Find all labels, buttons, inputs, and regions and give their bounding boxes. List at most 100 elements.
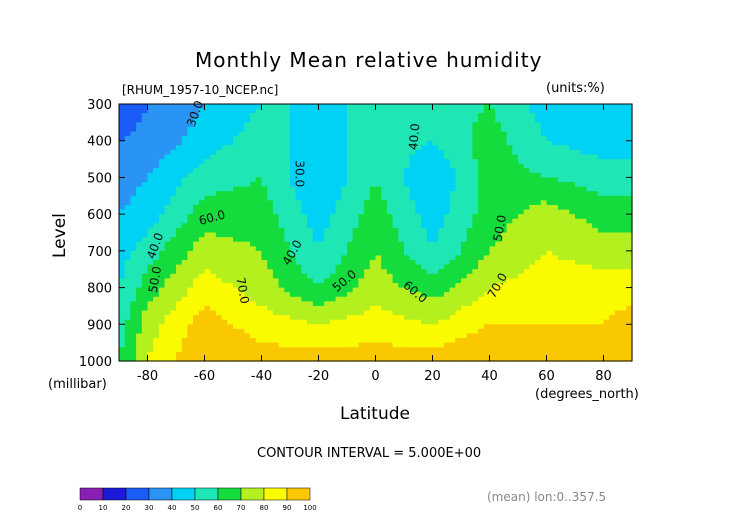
field-cell xyxy=(512,278,519,284)
field-cell xyxy=(432,237,439,243)
field-cell xyxy=(518,296,525,302)
field-cell xyxy=(546,328,553,335)
field-cell xyxy=(204,209,211,215)
field-cell xyxy=(233,195,240,201)
field-cell xyxy=(233,319,240,325)
field-cell xyxy=(603,117,610,123)
field-cell xyxy=(381,287,388,293)
field-cell xyxy=(124,301,131,307)
field-cell xyxy=(278,154,285,160)
field-cell xyxy=(580,338,587,344)
field-cell xyxy=(529,305,536,312)
field-cell xyxy=(575,232,582,238)
field-cell xyxy=(609,126,616,133)
field-cell xyxy=(489,117,496,123)
field-cell xyxy=(358,186,365,192)
field-cell xyxy=(369,131,377,137)
field-cell xyxy=(592,241,599,247)
field-cell xyxy=(198,182,206,188)
field-cell xyxy=(518,108,525,114)
field-cell xyxy=(227,191,234,197)
field-cell xyxy=(472,287,479,293)
field-cell xyxy=(244,136,251,142)
field-cell xyxy=(546,200,553,206)
field-cell xyxy=(506,319,513,325)
field-cell xyxy=(580,287,587,293)
field-cell xyxy=(255,126,263,133)
field-cell xyxy=(215,333,223,339)
field-cell xyxy=(569,172,576,179)
field-cell xyxy=(261,117,268,123)
field-cell xyxy=(335,218,342,224)
field-cell xyxy=(386,108,394,114)
field-cell xyxy=(586,273,593,279)
field-cell xyxy=(341,172,348,179)
field-cell xyxy=(290,269,297,275)
field-cell xyxy=(233,315,240,321)
field-cell xyxy=(592,204,599,211)
field-cell xyxy=(204,227,211,234)
field-cell xyxy=(586,223,593,229)
field-cell xyxy=(392,159,399,165)
field-cell xyxy=(609,301,616,307)
field-cell xyxy=(546,108,553,114)
field-cell xyxy=(364,278,371,284)
field-cell xyxy=(620,269,627,275)
field-cell xyxy=(535,246,542,252)
field-cell xyxy=(295,154,302,160)
field-cell xyxy=(124,191,131,197)
field-cell xyxy=(141,328,149,335)
field-cell xyxy=(187,149,194,156)
field-cell xyxy=(404,140,411,146)
field-cell xyxy=(335,117,342,123)
field-cell xyxy=(341,204,348,211)
field-cell xyxy=(529,218,536,224)
field-cell xyxy=(443,204,451,211)
field-cell xyxy=(461,333,468,339)
field-cell xyxy=(307,108,314,114)
field-cell xyxy=(478,182,485,188)
field-cell xyxy=(546,163,553,169)
field-cell xyxy=(575,269,582,275)
field-cell xyxy=(238,172,245,179)
field-cell xyxy=(295,347,302,353)
field-cell xyxy=(495,232,502,238)
field-cell xyxy=(483,324,491,330)
field-cell xyxy=(381,191,388,197)
field-cell xyxy=(540,218,548,224)
field-cell xyxy=(147,315,154,321)
field-cell xyxy=(563,319,570,325)
field-cell xyxy=(164,269,171,275)
field-cell xyxy=(272,186,280,192)
field-cell xyxy=(227,214,234,220)
field-cell xyxy=(284,214,291,220)
field-cell xyxy=(518,136,525,142)
field-cell xyxy=(221,145,228,151)
field-cell xyxy=(267,140,274,146)
field-cell xyxy=(329,305,337,312)
field-cell xyxy=(603,342,610,348)
field-cell xyxy=(592,301,599,307)
field-cell xyxy=(443,159,451,165)
field-cell xyxy=(352,159,359,165)
field-cell xyxy=(603,177,610,183)
field-cell xyxy=(295,159,302,165)
field-cell xyxy=(221,136,228,142)
field-cell xyxy=(221,310,228,316)
field-cell xyxy=(158,172,166,179)
field-cell xyxy=(415,154,422,160)
field-cell xyxy=(250,278,257,284)
field-cell xyxy=(614,237,622,243)
field-cell xyxy=(563,301,570,307)
field-cell xyxy=(586,310,593,316)
field-cell xyxy=(358,319,365,325)
field-cell xyxy=(341,223,348,229)
field-cell xyxy=(352,195,359,201)
field-cell xyxy=(415,218,422,224)
field-cell xyxy=(181,172,188,179)
field-cell xyxy=(352,287,359,293)
field-cell xyxy=(347,328,354,335)
field-cell xyxy=(438,232,445,238)
field-cell xyxy=(153,149,160,156)
field-cell xyxy=(244,126,251,133)
